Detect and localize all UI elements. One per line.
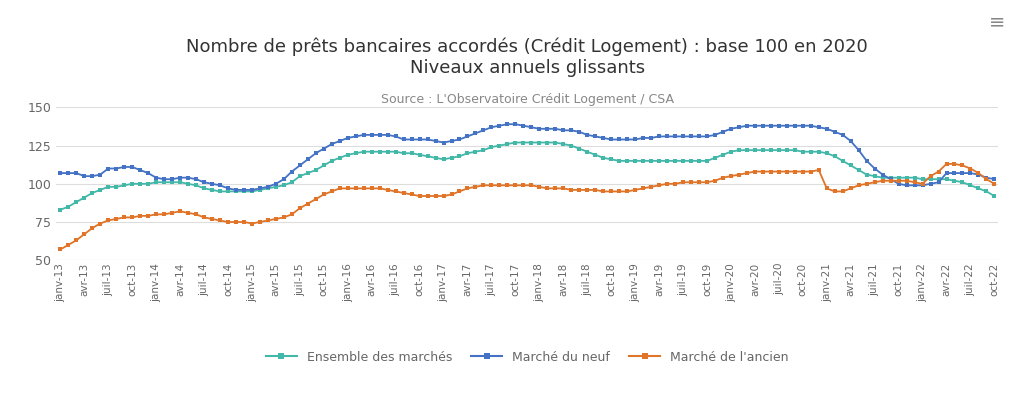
Ensemble des marchés: [54, 207, 67, 212]
Marché de l'ancien: [246, 221, 258, 226]
Marché du neuf: [988, 177, 1000, 182]
Marché de l'ancien: [788, 169, 801, 174]
Marché de l'ancien: [700, 180, 713, 185]
Ensemble des marchés: [780, 148, 793, 153]
Marché de l'ancien: [773, 169, 785, 174]
Line: Marché de l'ancien: Marché de l'ancien: [58, 162, 996, 251]
Ensemble des marchés: [246, 189, 258, 194]
Marché de l'ancien: [54, 247, 67, 252]
Marché du neuf: [254, 186, 266, 191]
Ensemble des marchés: [709, 155, 721, 160]
Ensemble des marchés: [158, 180, 170, 185]
Ensemble des marchés: [988, 194, 1000, 199]
Marché de l'ancien: [158, 212, 170, 217]
Marché du neuf: [229, 188, 242, 192]
Marché de l'ancien: [988, 181, 1000, 186]
Legend: Ensemble des marchés, Marché du neuf, Marché de l'ancien: Ensemble des marchés, Marché du neuf, Ma…: [261, 346, 794, 369]
Line: Marché du neuf: Marché du neuf: [58, 122, 996, 192]
Marché du neuf: [788, 123, 801, 128]
Marché du neuf: [382, 133, 394, 138]
Marché du neuf: [54, 171, 67, 176]
Text: ≡: ≡: [989, 12, 1006, 31]
Marché de l'ancien: [374, 186, 386, 191]
Title: Nombre de prêts bancaires accordés (Crédit Logement) : base 100 en 2020
Niveaux : Nombre de prêts bancaires accordés (Créd…: [186, 37, 868, 77]
Ensemble des marchés: [509, 140, 521, 145]
Marché de l'ancien: [940, 161, 952, 166]
Marché du neuf: [158, 177, 170, 182]
Ensemble des marchés: [797, 149, 809, 154]
Line: Ensemble des marchés: Ensemble des marchés: [58, 141, 996, 211]
Text: Source : L'Observatoire Crédit Logement / CSA: Source : L'Observatoire Crédit Logement …: [381, 93, 674, 106]
Ensemble des marchés: [374, 149, 386, 154]
Marché du neuf: [805, 123, 817, 128]
Marché du neuf: [717, 129, 729, 134]
Marché du neuf: [502, 122, 514, 127]
